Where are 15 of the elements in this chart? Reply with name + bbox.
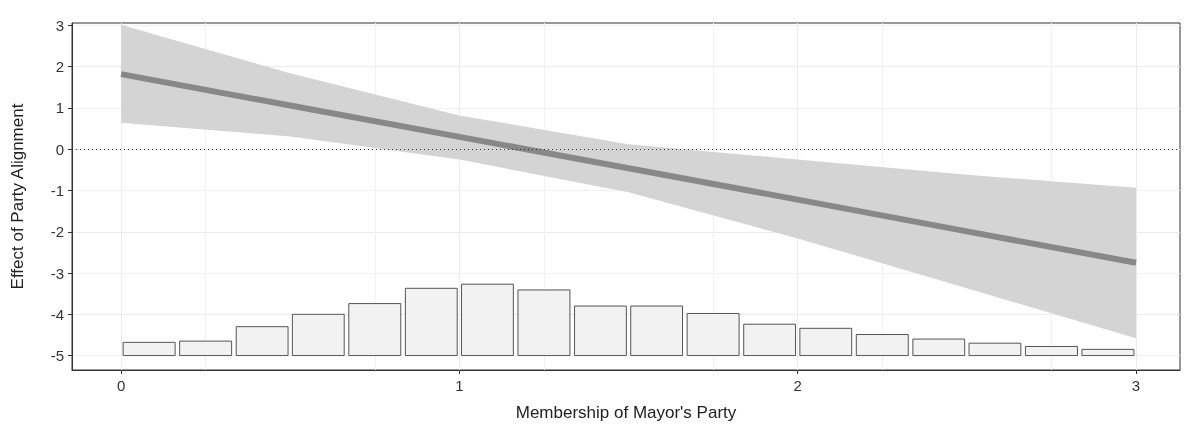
x-tick-label: 3 <box>1131 377 1141 394</box>
x-axis-title: Membership of Mayor's Party <box>515 403 737 422</box>
y-tick-label: 2 <box>55 58 64 76</box>
y-tick-label: 1 <box>55 99 64 117</box>
y-tick-label: -3 <box>50 264 64 282</box>
x-tick-label: 0 <box>116 377 126 394</box>
y-axis-title: Effect of Party Alignment <box>8 103 27 290</box>
y-tick-label: -5 <box>50 347 64 365</box>
x-tick-label: 1 <box>455 377 464 394</box>
x-tick-label: 2 <box>793 377 802 394</box>
y-tick-label: -4 <box>50 305 64 323</box>
y-tick-label: 0 <box>55 140 64 158</box>
y-tick-label: -1 <box>50 182 64 200</box>
y-tick-label: -2 <box>50 223 64 241</box>
y-tick-label: 3 <box>55 16 64 34</box>
